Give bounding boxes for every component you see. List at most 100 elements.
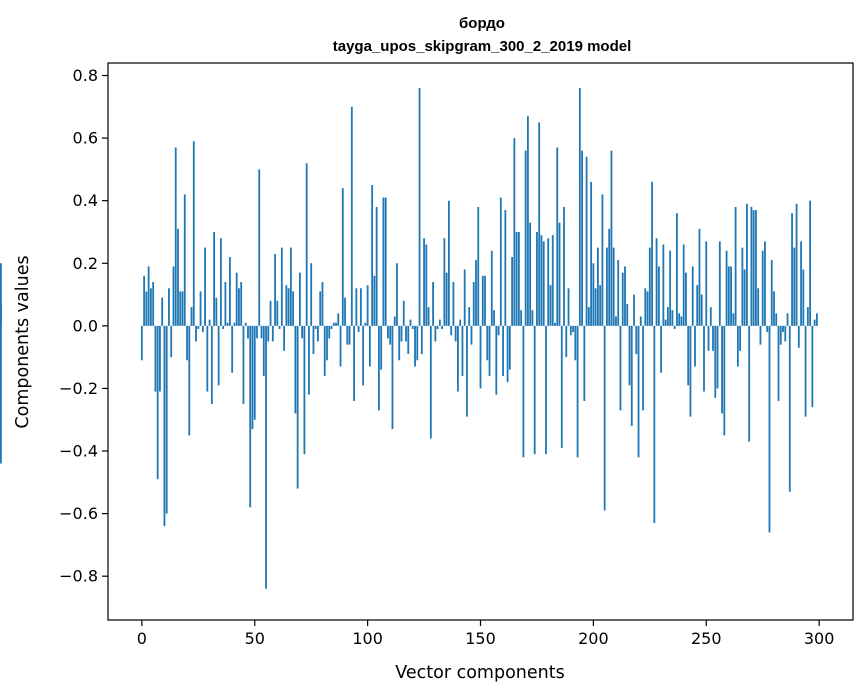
bar-component-97 — [359, 288, 362, 326]
bar-component-110 — [389, 325, 392, 345]
bar-component-4 — [149, 288, 152, 326]
bar-component-107 — [382, 197, 385, 326]
bar-component-190 — [569, 325, 572, 336]
bar-component-281 — [775, 313, 778, 326]
y-tick-label: −0.4 — [59, 442, 98, 461]
bar-component-227 — [653, 325, 656, 523]
bar-component-undefined — [0, 303, 2, 326]
bar-component-299 — [815, 313, 818, 326]
bar-component-260 — [727, 266, 730, 326]
bar-component-16 — [177, 228, 179, 326]
bar-component-155 — [490, 250, 493, 326]
bar-component-228 — [655, 238, 658, 326]
bar-component-179 — [545, 325, 547, 455]
x-tick-label: 100 — [352, 629, 383, 648]
bar-component-52 — [258, 169, 261, 326]
bar-component-283 — [779, 325, 782, 345]
bar-component-297 — [811, 325, 814, 408]
plot-frame — [107, 62, 854, 621]
bar-component-150 — [479, 325, 482, 389]
bar-component-222 — [642, 325, 644, 411]
bar-component-50 — [253, 325, 256, 420]
bar-component-213 — [621, 272, 624, 326]
bar-component-22 — [190, 307, 193, 326]
bar-component-267 — [743, 269, 746, 326]
bar-component-104 — [375, 206, 378, 326]
bar-component-268 — [745, 203, 748, 326]
bar-component-88 — [339, 325, 342, 367]
bar-component-239 — [680, 316, 683, 326]
x-tick-label: 200 — [578, 629, 609, 648]
bar-component-6 — [154, 325, 157, 392]
bar-component-69 — [296, 325, 299, 489]
y-tick-label: −0.6 — [59, 504, 98, 523]
bar-component-92 — [348, 325, 351, 345]
bar-component-218 — [633, 294, 635, 326]
bar-component-245 — [694, 325, 696, 367]
bar-component-68 — [294, 325, 297, 414]
x-tick-label: 300 — [804, 629, 835, 648]
bar-component-172 — [529, 222, 532, 326]
bar-component-174 — [533, 325, 536, 455]
bar-component-35 — [219, 238, 222, 326]
bar-component-26 — [199, 291, 202, 326]
bar-component-125 — [423, 238, 425, 326]
bar-component-202 — [596, 247, 599, 326]
bar-component-80 — [321, 282, 324, 326]
y-axis-ticks: −0.8 −0.6 −0.4 −0.2 0.0 0.2 0.4 0.6 0.8 — [59, 66, 108, 586]
bar-component-56 — [267, 325, 270, 342]
bar-component-165 — [513, 138, 516, 326]
bar-component-71 — [301, 325, 304, 339]
bar-component-188 — [565, 325, 568, 358]
bar-component-296 — [809, 200, 812, 326]
bar-component-262 — [732, 313, 735, 326]
bar-component-19 — [183, 194, 186, 326]
bar-component-159 — [499, 197, 502, 326]
bar-component-1 — [143, 275, 146, 326]
bar-component-180 — [547, 238, 550, 326]
bar-component-53 — [260, 325, 263, 339]
bar-component-286 — [786, 313, 789, 326]
bar-component-112 — [393, 316, 396, 326]
bar-component-95 — [355, 288, 358, 326]
bar-component-145 — [468, 307, 471, 326]
bar-component-164 — [511, 257, 514, 326]
bar-component-129 — [432, 282, 434, 326]
bar-component-111 — [391, 325, 394, 430]
bar-component-undefined — [0, 263, 2, 326]
bar-component-33 — [215, 297, 218, 326]
bar-component-153 — [486, 325, 489, 361]
bar-component-258 — [723, 325, 726, 436]
bar-component-105 — [378, 325, 380, 411]
bar-component-85 — [332, 322, 335, 326]
bar-component-271 — [752, 210, 755, 326]
bar-component-254 — [714, 325, 717, 398]
bar-component-70 — [298, 272, 301, 326]
bar-component-211 — [617, 260, 620, 326]
bar-component-154 — [488, 325, 491, 376]
bar-component-236 — [673, 325, 676, 329]
bar-component-65 — [287, 288, 290, 326]
bar-component-264 — [736, 325, 739, 367]
bar-component-185 — [558, 222, 561, 326]
bar-component-276 — [764, 241, 766, 326]
bar-component-263 — [734, 206, 737, 326]
bar-component-30 — [208, 319, 211, 326]
bar-component-205 — [603, 325, 606, 511]
bar-component-45 — [242, 325, 245, 405]
bar-component-208 — [610, 150, 613, 326]
bar-component-231 — [662, 244, 665, 326]
bar-component-203 — [599, 285, 602, 326]
bar-component-259 — [725, 250, 728, 326]
bar-component-46 — [244, 322, 247, 326]
y-tick-label: 0.6 — [73, 129, 98, 148]
bar-component-2 — [145, 291, 148, 326]
bar-component-156 — [493, 310, 495, 326]
bar-component-140 — [457, 325, 459, 392]
bar-component-181 — [549, 285, 552, 326]
bar-component-184 — [556, 147, 559, 326]
bar-component-94 — [353, 325, 355, 401]
bar-component-171 — [527, 116, 529, 326]
bar-component-175 — [536, 231, 538, 326]
